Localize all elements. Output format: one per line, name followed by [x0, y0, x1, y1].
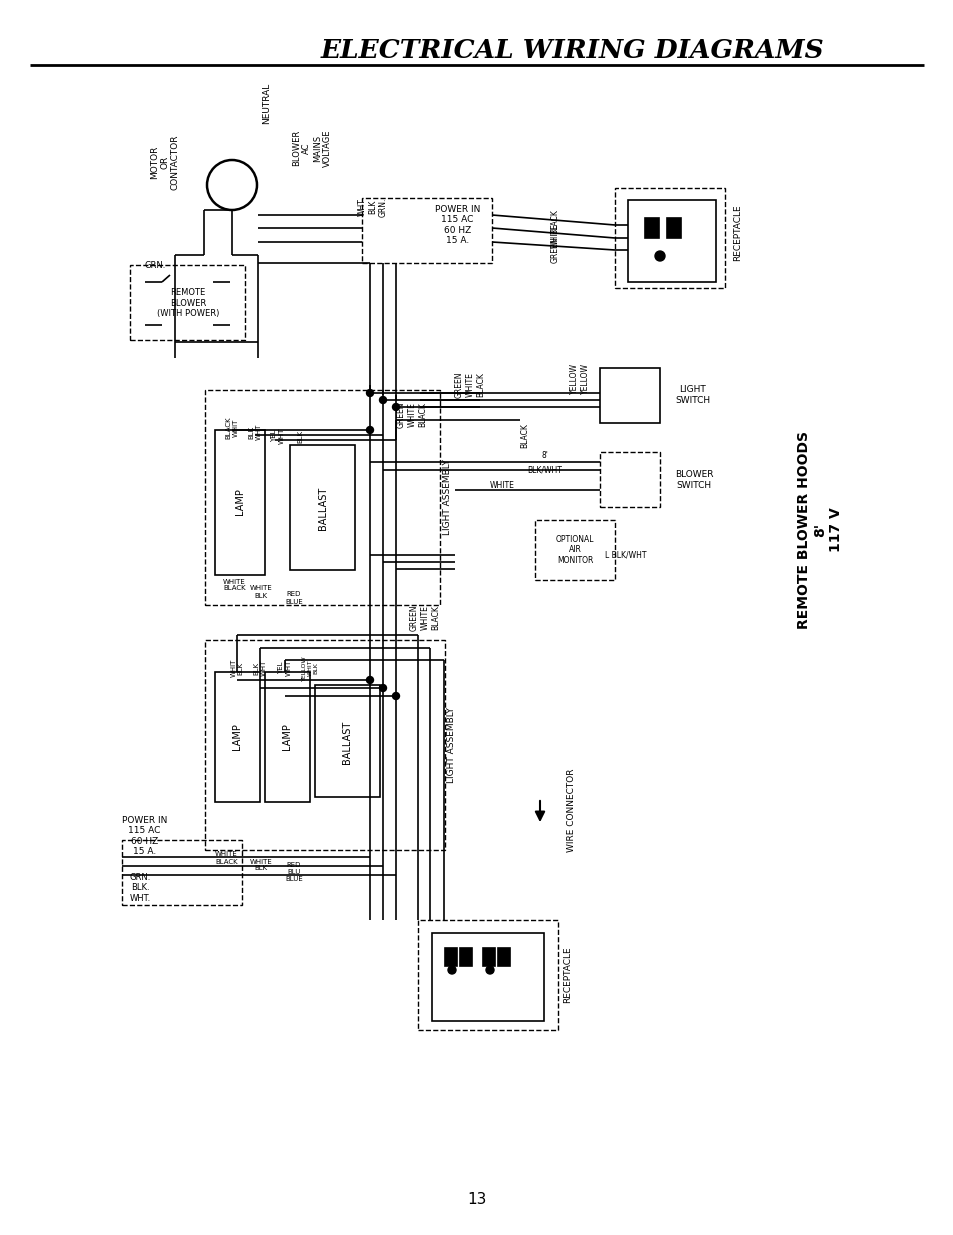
Text: YELLOW
WHIT
BLK: YELLOW WHIT BLK [301, 656, 318, 680]
Text: LAMP: LAMP [282, 724, 292, 751]
Text: YEL
WHT: YEL WHT [278, 659, 292, 677]
Text: BLK/WHT: BLK/WHT [527, 466, 561, 474]
Text: GRN.: GRN. [145, 262, 166, 270]
Text: WHITE
BLK: WHITE BLK [250, 858, 273, 872]
Bar [361, 198, 492, 263]
Bar [205, 640, 444, 850]
Text: BLACK
WHIT: BLACK WHIT [225, 416, 238, 440]
Text: ELECTRICAL WIRING DIAGRAMS: ELECTRICAL WIRING DIAGRAMS [320, 37, 823, 63]
Text: BLACK: BLACK [520, 424, 529, 448]
Text: RED
BLUE: RED BLUE [285, 592, 302, 604]
Text: BLK
WHT: BLK WHT [253, 659, 266, 677]
Text: BLK
WHT: BLK WHT [248, 424, 261, 440]
Bar [130, 266, 245, 340]
Text: LIGHT ASSEMBLY: LIGHT ASSEMBLY [447, 708, 456, 783]
Text: GREEN
WHITE
BLACK: GREEN WHITE BLACK [455, 372, 484, 398]
Bar [615, 188, 724, 288]
Circle shape [207, 161, 256, 210]
Bar [535, 520, 615, 580]
Text: RED
BLU
BLUE: RED BLU BLUE [285, 862, 302, 882]
Text: GREEN
WHITE
BLACK: GREEN WHITE BLACK [410, 605, 439, 631]
Text: POWER IN
115 AC
60 HZ
15 A.: POWER IN 115 AC 60 HZ 15 A. [435, 205, 480, 245]
Circle shape [366, 426, 374, 433]
Bar [214, 672, 260, 802]
Text: BALLAST: BALLAST [317, 487, 328, 530]
Bar [314, 685, 379, 797]
Bar [666, 219, 680, 238]
Bar [205, 390, 439, 605]
Bar [497, 948, 510, 966]
Text: NEUTRAL: NEUTRAL [262, 83, 272, 124]
Text: POWER IN
115 AC
60 HZ
15 A.: POWER IN 115 AC 60 HZ 15 A. [122, 816, 167, 856]
Bar [444, 948, 456, 966]
Text: REMOTE BLOWER HOODS
8'
117 V: REMOTE BLOWER HOODS 8' 117 V [796, 431, 842, 629]
Text: LAMP: LAMP [232, 724, 242, 751]
Circle shape [392, 404, 399, 410]
Bar [432, 932, 543, 1021]
Text: LAMP: LAMP [234, 489, 245, 515]
Bar [214, 430, 265, 576]
Circle shape [366, 677, 374, 683]
Text: WHITE: WHITE [490, 482, 515, 490]
Bar [122, 840, 242, 905]
Circle shape [379, 684, 386, 692]
Text: LIGHT ASSEMBLY: LIGHT ASSEMBLY [443, 459, 452, 535]
Circle shape [392, 693, 399, 699]
Text: RECEPTACLE: RECEPTACLE [733, 205, 741, 262]
Text: YELLOW
YELLOW: YELLOW YELLOW [570, 363, 589, 394]
Text: GREEN
WHITE
BLACK: GREEN WHITE BLACK [396, 401, 426, 429]
Text: WHIT
BLK: WHIT BLK [231, 658, 243, 677]
Text: YEL
WHT: YEL WHT [272, 427, 284, 445]
Circle shape [448, 966, 456, 974]
Circle shape [366, 389, 374, 396]
Text: BALLAST: BALLAST [341, 720, 352, 763]
Circle shape [379, 396, 386, 404]
Text: BLACK: BLACK [550, 210, 558, 235]
Bar [644, 219, 659, 238]
Bar [599, 368, 659, 424]
Text: BLK: BLK [296, 430, 303, 442]
Text: 8': 8' [540, 451, 547, 459]
Text: BLOWER
AC
MAINS
VOLTAGE: BLOWER AC MAINS VOLTAGE [292, 130, 332, 167]
Bar [290, 445, 355, 571]
Circle shape [485, 966, 494, 974]
Circle shape [655, 251, 664, 261]
Text: WIRE CONNECTOR: WIRE CONNECTOR [567, 768, 576, 852]
Bar [627, 200, 716, 282]
Bar [599, 452, 659, 508]
Text: RECEPTACLE: RECEPTACLE [563, 947, 572, 1003]
Text: REMOTE
BLOWER
(WITH POWER): REMOTE BLOWER (WITH POWER) [156, 288, 219, 317]
Text: GRN.
BLK.
WHT.: GRN. BLK. WHT. [130, 873, 151, 903]
Text: WHITE
BLACK: WHITE BLACK [223, 578, 246, 592]
Text: LIGHT
SWITCH: LIGHT SWITCH [675, 385, 709, 405]
Text: WHITE: WHITE [550, 224, 558, 248]
Text: GREEN: GREEN [550, 237, 558, 263]
Text: BLOWER
SWITCH: BLOWER SWITCH [675, 471, 713, 490]
Text: OPTIONAL
AIR
MONITOR: OPTIONAL AIR MONITOR [556, 535, 594, 564]
Bar [265, 672, 310, 802]
Text: MOTOR
OR
CONTACTOR: MOTOR OR CONTACTOR [150, 135, 180, 190]
Text: 13: 13 [467, 1193, 486, 1208]
Text: WHITE
BLACK: WHITE BLACK [214, 851, 237, 864]
Text: L BLK/WHT: L BLK/WHT [604, 551, 646, 559]
Bar [482, 948, 495, 966]
Bar [459, 948, 472, 966]
Bar [417, 920, 558, 1030]
Text: WHITE
BLK: WHITE BLK [250, 585, 273, 599]
Text: WHT
BLK
GRN.: WHT BLK GRN. [357, 198, 388, 216]
